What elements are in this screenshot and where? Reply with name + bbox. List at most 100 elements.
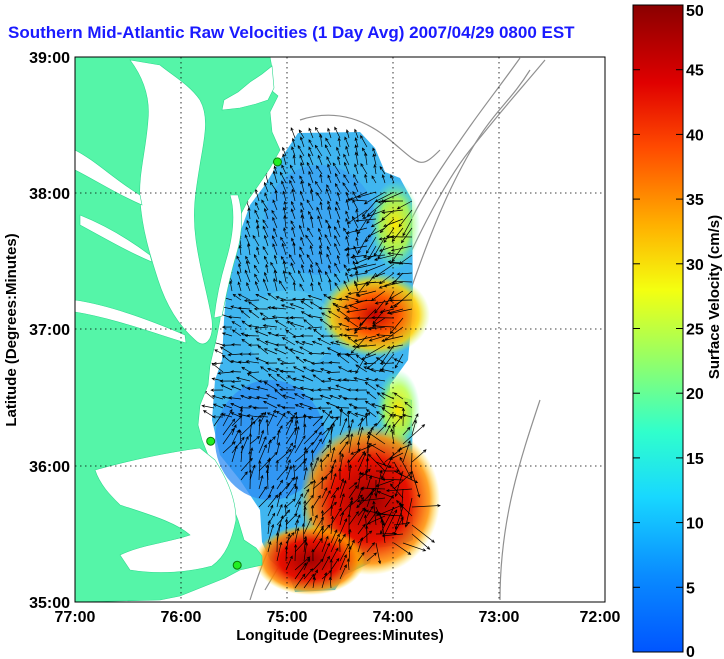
james-river: [75, 299, 187, 344]
velocity-vector: [276, 358, 287, 364]
velocity-vector: [267, 504, 274, 517]
velocity-vector: [365, 281, 386, 285]
velocity-vector: [303, 506, 307, 526]
velocity-vector: [311, 548, 315, 562]
velocity-vector: [308, 146, 314, 157]
velocity-vector: [336, 254, 341, 265]
velocity-vector: [368, 443, 386, 454]
velocity-vector: [300, 264, 305, 274]
velocity-vector: [325, 137, 332, 148]
velocity-vector: [245, 226, 251, 238]
velocity-vector: [306, 254, 314, 265]
velocity-vector: [298, 269, 305, 283]
velocity-vector: [326, 156, 332, 166]
velocity-vector: [380, 518, 386, 544]
velocity-vector: [334, 234, 341, 247]
velocity-vector: [294, 527, 300, 544]
velocity-vector: [258, 459, 262, 481]
velocity-vector: [357, 417, 364, 436]
velocity-vector: [266, 412, 278, 418]
velocity-vector: [249, 435, 261, 445]
velocity-vector: [303, 481, 314, 490]
velocity-vector: [272, 216, 278, 229]
velocity-vector: [307, 314, 323, 319]
velocity-vector: [329, 505, 334, 517]
velocity-vector: [300, 311, 314, 319]
velocity-vector: [339, 554, 347, 571]
velocity-vector: [370, 218, 386, 228]
velocity-vector: [332, 162, 341, 175]
velocity-vector: [355, 236, 359, 247]
velocity-vector: [375, 512, 404, 517]
velocity-vector: [355, 299, 377, 303]
velocity-vector: [375, 333, 395, 337]
eastern-shore-bay: [213, 194, 242, 319]
velocity-vector: [254, 326, 269, 330]
velocity-vector: [375, 384, 386, 391]
velocity-vector: [402, 440, 411, 463]
velocity-vector: [339, 511, 345, 526]
velocity-vector: [258, 494, 272, 508]
velocity-vector: [284, 518, 289, 535]
velocity-vector: [364, 381, 377, 391]
velocity-vector: [388, 290, 404, 300]
velocity-vector: [393, 290, 413, 308]
velocity-vector: [371, 403, 386, 409]
velocity-vector: [285, 459, 291, 472]
velocity-vector: [230, 403, 242, 409]
velocity-vector: [255, 357, 269, 364]
velocity-vector: [317, 227, 323, 238]
velocity-vector: [256, 338, 269, 346]
velocity-vector: [320, 476, 324, 490]
plot-area: [75, 57, 605, 602]
velocity-vector: [261, 199, 269, 211]
velocity-vector: [294, 573, 306, 589]
velocity-vector: [343, 316, 359, 320]
velocity-vector: [338, 451, 342, 463]
velocity-vector: [275, 459, 279, 472]
velocity-vector: [360, 163, 368, 175]
velocity-vector: [303, 568, 314, 580]
velocity-vector: [280, 304, 296, 310]
velocity-vector: [352, 260, 359, 274]
velocity-vector: [236, 255, 242, 265]
velocity-vector: [335, 384, 350, 391]
velocity-vector: [398, 209, 413, 228]
y-tick-label: 39:00: [29, 50, 70, 67]
colorbar-label: Surface Velocity (cm/s): [706, 215, 723, 379]
velocity-vector: [321, 487, 328, 499]
velocity-vector: [267, 520, 271, 535]
velocity-vector: [282, 269, 287, 283]
velocity-vector: [270, 261, 278, 274]
velocity-vector: [303, 535, 308, 553]
velocity-vector: [378, 245, 395, 252]
velocity-vector: [335, 340, 350, 346]
velocity-vector: [335, 172, 341, 184]
velocity-vector: [299, 154, 305, 166]
velocity-vector: [258, 444, 267, 463]
velocity-vector: [294, 562, 307, 580]
velocity-vector: [329, 558, 333, 580]
velocity-vector: [221, 325, 233, 329]
velocity-vector: [236, 270, 242, 283]
velocity-vector: [356, 191, 377, 199]
velocity-vector: [353, 397, 368, 401]
velocity-vector: [377, 245, 386, 260]
velocity-vector: [338, 323, 350, 328]
velocity-vector: [378, 281, 395, 289]
velocity-vector: [387, 260, 413, 265]
velocity-vector: [360, 134, 368, 148]
velocity-vector: [294, 404, 305, 409]
velocity-vector: [321, 453, 330, 463]
potomac-river: [75, 149, 143, 206]
velocity-vector: [230, 412, 242, 418]
velocity-vector: [321, 409, 332, 418]
velocity-vector: [235, 376, 251, 382]
y-axis-label: Latitude (Degrees:Minutes): [3, 233, 20, 426]
velocity-vector: [337, 378, 350, 382]
velocity-vector: [271, 235, 278, 247]
velocity-vector: [312, 516, 324, 535]
velocity-vector: [355, 228, 359, 238]
velocity-vector: [375, 469, 383, 499]
velocity-vector: [396, 272, 413, 276]
